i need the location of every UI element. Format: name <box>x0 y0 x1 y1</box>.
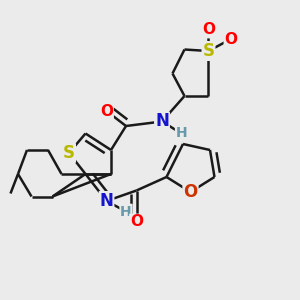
Text: O: O <box>183 183 198 201</box>
Text: O: O <box>130 214 143 230</box>
Text: O: O <box>100 103 113 118</box>
Text: O: O <box>202 22 215 38</box>
Text: S: S <box>202 42 214 60</box>
Text: O: O <box>224 32 238 46</box>
Text: S: S <box>63 144 75 162</box>
Text: H: H <box>120 205 132 218</box>
Text: N: N <box>155 112 169 130</box>
Text: N: N <box>100 192 113 210</box>
Text: H: H <box>176 127 187 140</box>
